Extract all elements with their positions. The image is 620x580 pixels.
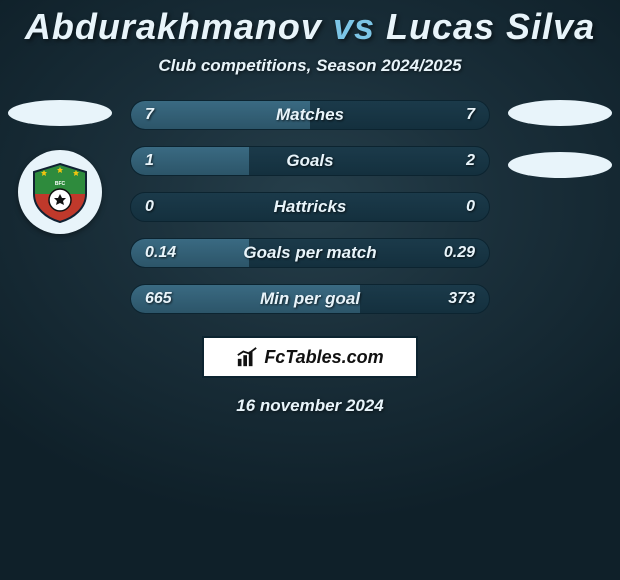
stat-row: 0Hattricks0 xyxy=(130,192,490,222)
player-a-name: Abdurakhmanov xyxy=(25,6,322,47)
brand-attribution[interactable]: FcTables.com xyxy=(202,336,418,378)
flag-placeholder-player-a xyxy=(8,100,112,126)
player-b-name: Lucas Silva xyxy=(386,6,595,47)
svg-text:BFC: BFC xyxy=(55,181,66,187)
club-crest-icon: BFC xyxy=(28,160,92,224)
comparison-title: Abdurakhmanov vs Lucas Silva xyxy=(0,0,620,48)
stat-row: 1Goals2 xyxy=(130,146,490,176)
comparison-arena: BFC 7Matches7 1Goals2 0Hattricks0 0.14Goals… xyxy=(0,100,620,314)
stat-right-value: 7 xyxy=(435,106,475,124)
bar-chart-icon xyxy=(236,346,258,368)
season-subtitle: Club competitions, Season 2024/2025 xyxy=(0,56,620,76)
stat-row: 7Matches7 xyxy=(130,100,490,130)
stat-right-value: 2 xyxy=(435,152,475,170)
club-placeholder-player-b xyxy=(508,152,612,178)
stat-right-value: 0.29 xyxy=(435,244,475,262)
flag-placeholder-player-b xyxy=(508,100,612,126)
brand-text: FcTables.com xyxy=(264,347,383,368)
stat-right-value: 373 xyxy=(435,290,475,308)
snapshot-date: 16 november 2024 xyxy=(0,396,620,416)
stat-rows: 7Matches7 1Goals2 0Hattricks0 0.14Goals per… xyxy=(130,100,490,314)
stat-row: 665Min per goal373 xyxy=(130,284,490,314)
stat-row: 0.14Goals per match0.29 xyxy=(130,238,490,268)
title-vs: vs xyxy=(333,6,375,47)
club-badge-player-a: BFC xyxy=(18,150,102,234)
stat-right-value: 0 xyxy=(435,198,475,216)
